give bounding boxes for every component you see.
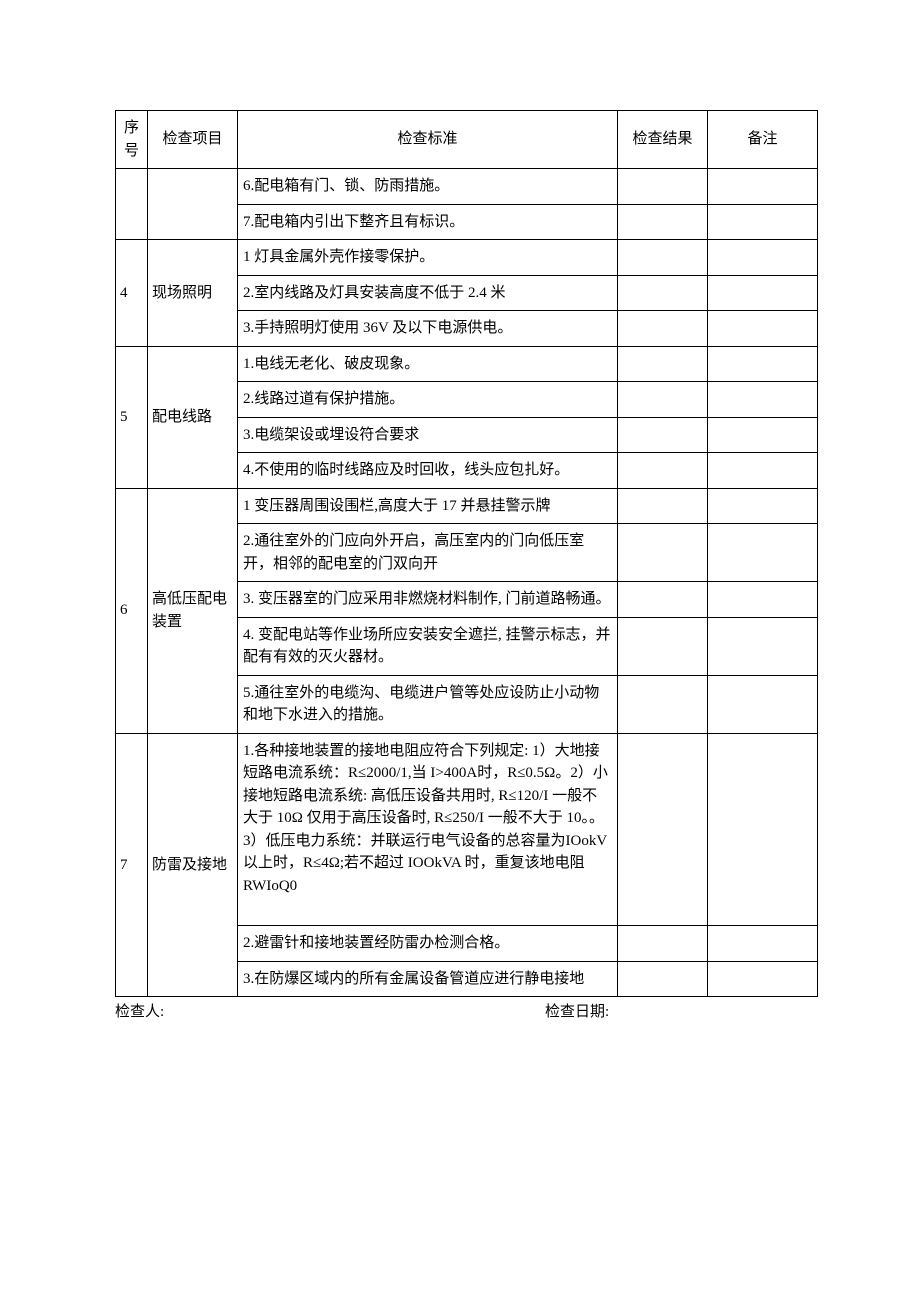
standard-cell: 4. 变配电站等作业场所应安装安全遮拦, 挂警示标志，并配有有效的灭火器材。 <box>238 617 618 675</box>
seq-cell: 7 <box>116 733 148 997</box>
footer-row: 检查人: 检查日期: <box>115 1001 815 1024</box>
note-cell <box>708 582 818 618</box>
table-row: 5 配电线路 1.电线无老化、破皮现象。 <box>116 346 818 382</box>
standard-cell: 1.各种接地装置的接地电阻应符合下列规定: 1）大地接短路电流系统：R≤2000… <box>238 733 618 926</box>
standard-cell: 3.电缆架设或埋设符合要求 <box>238 417 618 453</box>
table-row: 6 高低压配电装置 1 变压器周围设围栏,高度大于 17 并悬挂警示牌 <box>116 488 818 524</box>
note-cell <box>708 240 818 276</box>
note-cell <box>708 524 818 582</box>
standard-cell: 3. 变压器室的门应采用非燃烧材料制作, 门前道路畅通。 <box>238 582 618 618</box>
note-cell <box>708 675 818 733</box>
header-standard: 检查标准 <box>238 111 618 169</box>
result-cell <box>618 961 708 997</box>
standard-cell: 6.配电箱有门、锁、防雨措施。 <box>238 169 618 205</box>
note-cell <box>708 733 818 926</box>
seq-cell: 4 <box>116 240 148 347</box>
result-cell <box>618 204 708 240</box>
header-item: 检查项目 <box>148 111 238 169</box>
date-label: 检查日期: <box>545 1001 615 1024</box>
item-cell: 防雷及接地 <box>148 733 238 997</box>
note-cell <box>708 204 818 240</box>
note-cell <box>708 617 818 675</box>
result-cell <box>618 417 708 453</box>
result-cell <box>618 346 708 382</box>
note-cell <box>708 382 818 418</box>
standard-cell: 2.室内线路及灯具安装高度不低于 2.4 米 <box>238 275 618 311</box>
seq-cell: 5 <box>116 346 148 488</box>
item-cell: 高低压配电装置 <box>148 488 238 733</box>
table-row: 7 防雷及接地 1.各种接地装置的接地电阻应符合下列规定: 1）大地接短路电流系… <box>116 733 818 926</box>
table-header-row: 序号 检查项目 检查标准 检查结果 备注 <box>116 111 818 169</box>
note-cell <box>708 926 818 962</box>
inspector-label: 检查人: <box>115 1001 175 1024</box>
result-cell <box>618 675 708 733</box>
standard-cell: 3.手持照明灯使用 36V 及以下电源供电。 <box>238 311 618 347</box>
header-note: 备注 <box>708 111 818 169</box>
note-cell <box>708 453 818 489</box>
result-cell <box>618 733 708 926</box>
header-result: 检查结果 <box>618 111 708 169</box>
header-seq: 序号 <box>116 111 148 169</box>
standard-cell: 1 灯具金属外壳作接零保护。 <box>238 240 618 276</box>
result-cell <box>618 488 708 524</box>
result-cell <box>618 275 708 311</box>
standard-cell: 2.线路过道有保护措施。 <box>238 382 618 418</box>
item-cell: 配电线路 <box>148 346 238 488</box>
note-cell <box>708 346 818 382</box>
seq-cell <box>116 169 148 240</box>
note-cell <box>708 488 818 524</box>
inspection-table: 序号 检查项目 检查标准 检查结果 备注 6.配电箱有门、锁、防雨措施。 7.配… <box>115 110 818 997</box>
note-cell <box>708 275 818 311</box>
standard-cell: 3.在防爆区域内的所有金属设备管道应进行静电接地 <box>238 961 618 997</box>
note-cell <box>708 169 818 205</box>
standard-cell: 7.配电箱内引出下整齐且有标识。 <box>238 204 618 240</box>
note-cell <box>708 961 818 997</box>
result-cell <box>618 382 708 418</box>
standard-cell: 5.通往室外的电缆沟、电缆进户管等处应设防止小动物和地下水进入的措施。 <box>238 675 618 733</box>
result-cell <box>618 453 708 489</box>
result-cell <box>618 582 708 618</box>
item-cell <box>148 169 238 240</box>
note-cell <box>708 417 818 453</box>
standard-cell: 4.不使用的临时线路应及时回收，线头应包扎好。 <box>238 453 618 489</box>
table-row: 6.配电箱有门、锁、防雨措施。 <box>116 169 818 205</box>
seq-cell: 6 <box>116 488 148 733</box>
result-cell <box>618 240 708 276</box>
result-cell <box>618 524 708 582</box>
result-cell <box>618 617 708 675</box>
standard-cell: 2.通往室外的门应向外开启，高压室内的门向低压室开，相邻的配电室的门双向开 <box>238 524 618 582</box>
result-cell <box>618 926 708 962</box>
standard-cell: 1.电线无老化、破皮现象。 <box>238 346 618 382</box>
standard-cell: 2.避雷针和接地装置经防雷办检测合格。 <box>238 926 618 962</box>
note-cell <box>708 311 818 347</box>
result-cell <box>618 169 708 205</box>
item-cell: 现场照明 <box>148 240 238 347</box>
table-row: 4 现场照明 1 灯具金属外壳作接零保护。 <box>116 240 818 276</box>
page-container: 序号 检查项目 检查标准 检查结果 备注 6.配电箱有门、锁、防雨措施。 7.配… <box>0 0 920 1064</box>
result-cell <box>618 311 708 347</box>
standard-cell: 1 变压器周围设围栏,高度大于 17 并悬挂警示牌 <box>238 488 618 524</box>
